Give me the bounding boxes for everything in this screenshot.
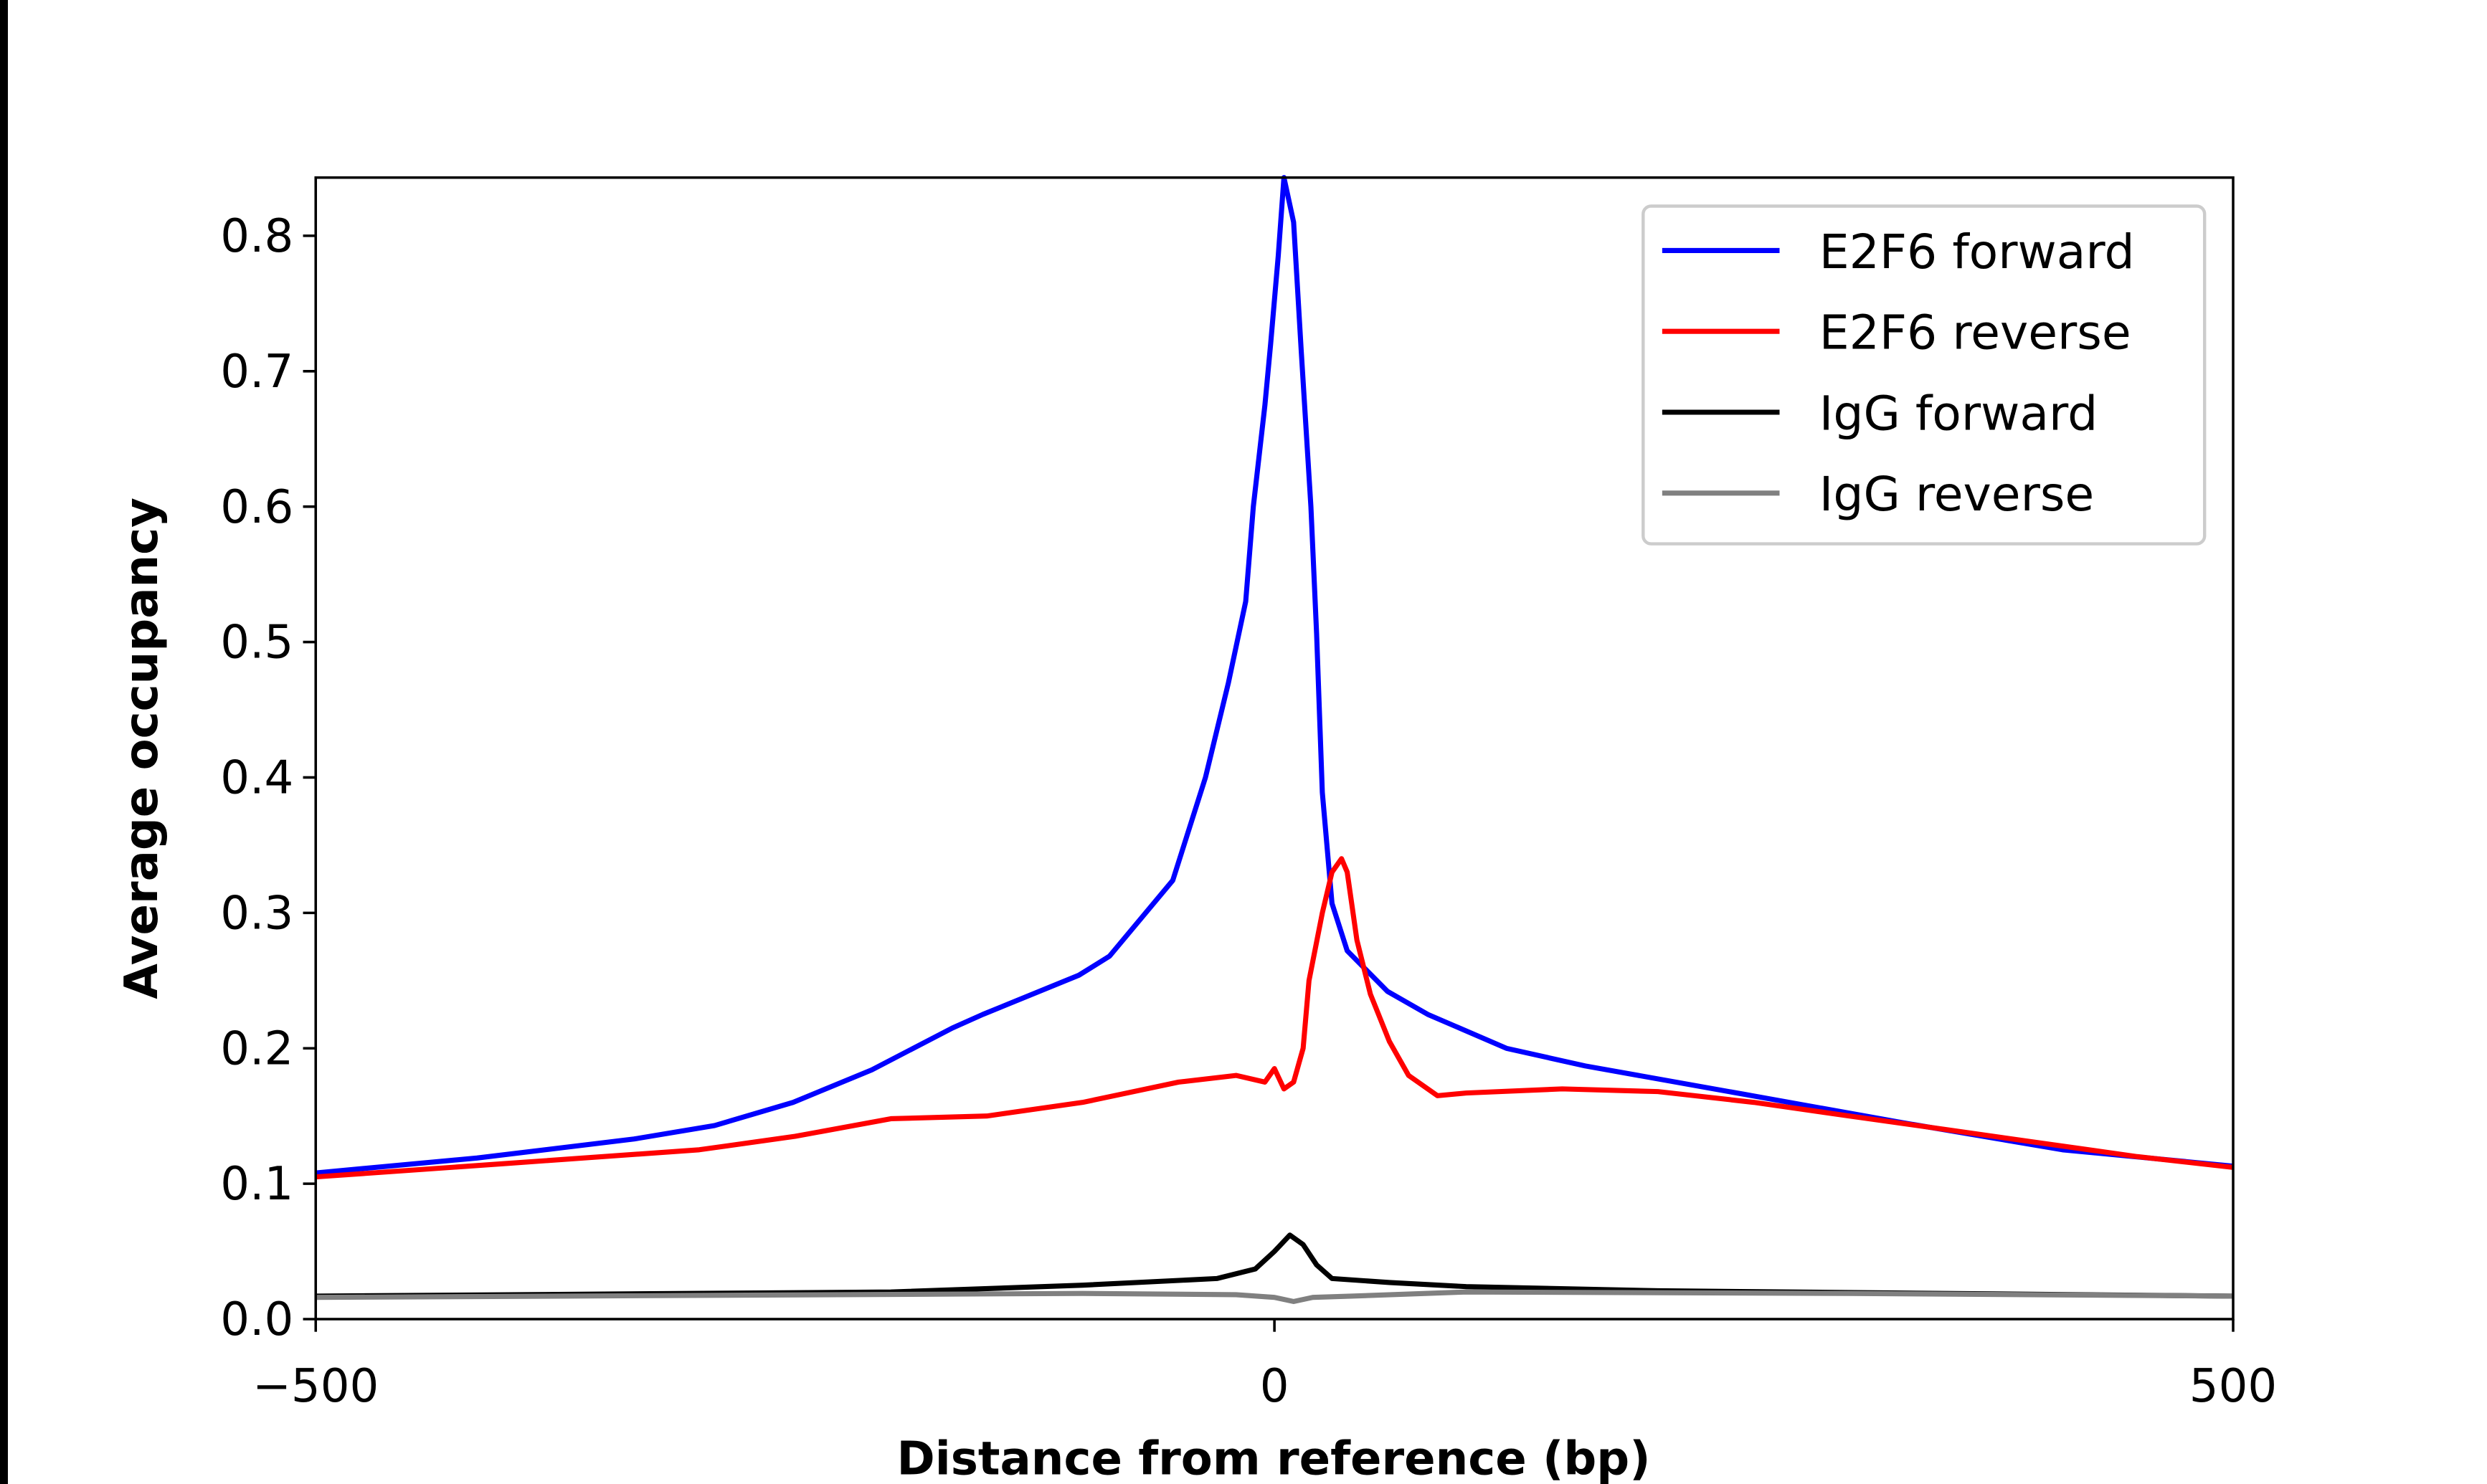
legend-label: IgG forward (1819, 385, 2098, 441)
y-tick-label: 0.6 (220, 480, 293, 534)
y-tick-label: 0.0 (220, 1293, 293, 1346)
series-line-2 (316, 1232, 2234, 1299)
y-tick-label: 0.8 (220, 209, 293, 263)
legend-label: IgG reverse (1819, 466, 2094, 522)
series-layer (315, 175, 2234, 1304)
series-line-0 (315, 175, 2234, 1176)
y-tick-label: 0.1 (220, 1157, 293, 1211)
x-axis-label: Distance from reference (bp) (897, 1432, 1651, 1484)
x-tick-label: 0 (1260, 1359, 1289, 1413)
y-tick-label: 0.4 (220, 751, 293, 805)
legend-label: E2F6 forward (1819, 224, 2135, 280)
y-tick-label: 0.2 (220, 1022, 293, 1075)
left-border (0, 0, 8, 1484)
y-tick-label: 0.3 (220, 886, 293, 940)
y-tick-label: 0.5 (220, 616, 293, 670)
legend-label: E2F6 reverse (1819, 305, 2131, 361)
legend: E2F6 forward E2F6 reverse IgG forward IgG r… (1642, 204, 2207, 546)
y-axis: 0.0 0.1 0.2 0.3 0.4 0.5 0.6 0.7 0.8 (220, 209, 316, 1346)
x-tick-label: 500 (2189, 1359, 2277, 1413)
x-tick-label: −500 (252, 1359, 379, 1413)
x-axis: −500 0 500 (252, 1319, 2277, 1413)
legend-box (1642, 204, 2207, 546)
series-line-3 (316, 1289, 2234, 1304)
series-line-1 (316, 856, 2234, 1180)
y-axis-label: Average occupancy (115, 498, 169, 999)
y-tick-label: 0.7 (220, 345, 293, 399)
